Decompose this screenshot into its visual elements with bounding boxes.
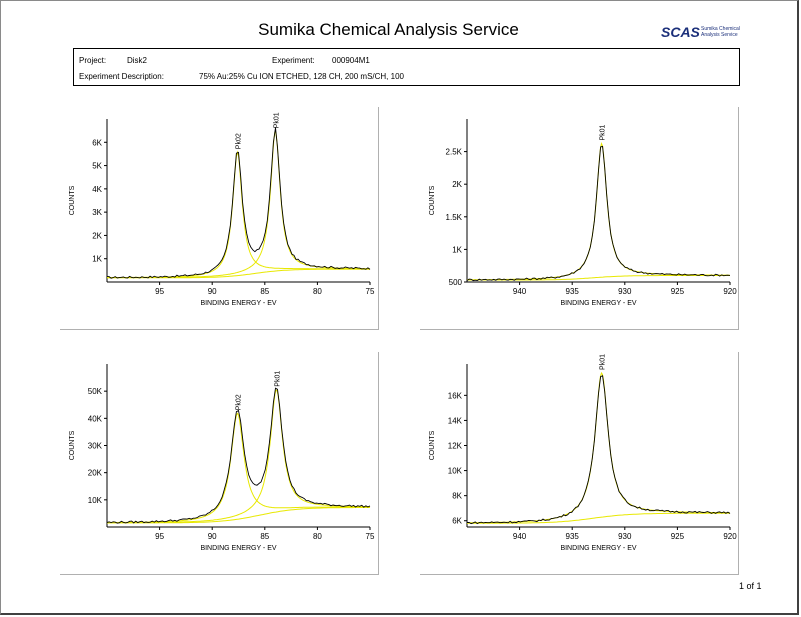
y-axis-label: COUNTS (429, 185, 436, 215)
x-tick-label: 75 (366, 287, 375, 296)
peak-label-1: Pk01 (600, 354, 607, 370)
x-tick-label: 920 (723, 287, 737, 296)
experiment-info-box: Project: Disk2 Experiment: 000904M1 Expe… (73, 48, 740, 86)
data-series (466, 375, 731, 525)
peak-label-1: Pk02 (235, 133, 242, 149)
chart-3: Pk02 Pk01 10K 20K 30K 40K 50K 95 90 85 80 75 BINDING… (69, 364, 375, 552)
x-tick-label: 75 (366, 532, 375, 541)
y-axis-label: COUNTS (69, 185, 76, 215)
data-series (107, 127, 371, 279)
chart-panel-1: Pk02 Pk01 1K 2K 3K 4K 5K 6K 95 90 85 80 75 BINDING EN… (60, 107, 379, 330)
x-axis-label: BINDING ENERGY - EV (560, 300, 636, 307)
y-tick-label: 10K (448, 467, 463, 476)
page-number: 1 of 1 (739, 581, 762, 591)
chart-2: Pk01 500 1K 1.5K 2K 2.5K 940 935 930 925 920 BINDIN… (429, 119, 737, 307)
x-tick-label: 940 (513, 532, 527, 541)
chart-panel-3: Pk02 Pk01 10K 20K 30K 40K 50K 95 90 85 80 75 BINDING… (60, 352, 379, 575)
experiment-value: 000904M1 (332, 56, 370, 65)
peak-label-2: Pk01 (274, 371, 281, 387)
peak-label-1: Pk02 (235, 394, 242, 410)
y-tick-label: 10K (88, 496, 103, 505)
y-tick-label: 1.5K (446, 213, 463, 222)
y-axis-label: COUNTS (69, 430, 76, 460)
fit-background (107, 268, 370, 279)
x-axis-label: BINDING ENERGY - EV (560, 545, 636, 552)
fit-background (467, 275, 730, 281)
x-tick-label: 930 (618, 532, 632, 541)
y-tick-label: 1K (92, 255, 102, 264)
x-tick-label: 85 (260, 287, 269, 296)
project-value: Disk2 (127, 56, 148, 65)
y-tick-label: 500 (449, 278, 463, 287)
y-tick-label: 12K (448, 442, 463, 451)
x-tick-label: 920 (723, 532, 737, 541)
fit-component-1 (467, 141, 730, 281)
x-tick-label: 90 (208, 287, 217, 296)
fit-background (107, 507, 370, 524)
logo-text-line2: Analysis Service (701, 32, 738, 38)
y-tick-label: 8K (452, 492, 462, 501)
company-logo: SCAS Sumika Chemical Analysis Service (661, 24, 761, 42)
y-tick-label: 40K (88, 414, 103, 423)
chart-panel-4: Pk01 6K 8K 10K 12K 14K 16K 940 935 930 925 920 BINDI… (420, 352, 739, 575)
chart-panel-2: Pk01 500 1K 1.5K 2K 2.5K 940 935 930 925 920 BINDIN… (420, 107, 739, 330)
y-tick-label: 30K (88, 442, 103, 451)
y-tick-label: 1K (452, 245, 462, 254)
logo-text-line1: Sumika Chemical (701, 26, 740, 32)
y-tick-label: 16K (448, 391, 463, 400)
y-tick-label: 14K (448, 416, 463, 425)
x-tick-label: 85 (260, 532, 269, 541)
report-title: Sumika Chemical Analysis Service (258, 20, 519, 39)
y-tick-label: 4K (92, 185, 102, 194)
project-label: Project: (79, 56, 107, 65)
x-tick-label: 95 (155, 532, 164, 541)
x-tick-label: 80 (313, 532, 322, 541)
y-tick-label: 6K (92, 138, 102, 147)
data-series (106, 387, 371, 524)
experiment-label: Experiment: (272, 56, 315, 65)
x-axis-label: BINDING ENERGY - EV (200, 300, 276, 307)
y-tick-label: 2.5K (446, 148, 463, 157)
chart-1: Pk02 Pk01 1K 2K 3K 4K 5K 6K 95 90 85 80 75 BINDING EN… (69, 112, 375, 307)
x-tick-label: 90 (208, 532, 217, 541)
logo-text: Sumika Chemical Analysis Service (701, 26, 761, 38)
y-tick-label: 5K (92, 162, 102, 171)
fit-component-1 (107, 412, 370, 523)
peak-label-2: Pk01 (273, 112, 280, 128)
x-tick-label: 940 (513, 287, 527, 296)
x-tick-label: 935 (566, 532, 580, 541)
x-tick-label: 925 (671, 532, 685, 541)
y-tick-label: 2K (452, 180, 462, 189)
y-tick-label: 20K (88, 469, 103, 478)
x-tick-label: 935 (566, 287, 580, 296)
description-value: 75% Au:25% Cu ION ETCHED, 128 CH, 200 mS… (199, 72, 404, 81)
y-tick-label: 3K (92, 208, 102, 217)
chart-4: Pk01 6K 8K 10K 12K 14K 16K 940 935 930 925 920 BINDI… (429, 354, 737, 552)
y-tick-label: 6K (452, 517, 462, 526)
y-tick-label: 50K (88, 387, 103, 396)
x-axis-label: BINDING ENERGY - EV (200, 545, 276, 552)
x-tick-label: 95 (155, 287, 164, 296)
peak-label-1: Pk01 (600, 124, 607, 140)
x-tick-label: 930 (618, 287, 632, 296)
y-tick-label: 2K (92, 231, 102, 240)
data-series (466, 145, 731, 282)
y-axis-label: COUNTS (429, 430, 436, 460)
x-tick-label: 925 (671, 287, 685, 296)
fit-component-1 (107, 150, 370, 279)
x-tick-label: 80 (313, 287, 322, 296)
logo-mark: SCAS (661, 24, 700, 40)
description-label: Experiment Description: (79, 72, 164, 81)
